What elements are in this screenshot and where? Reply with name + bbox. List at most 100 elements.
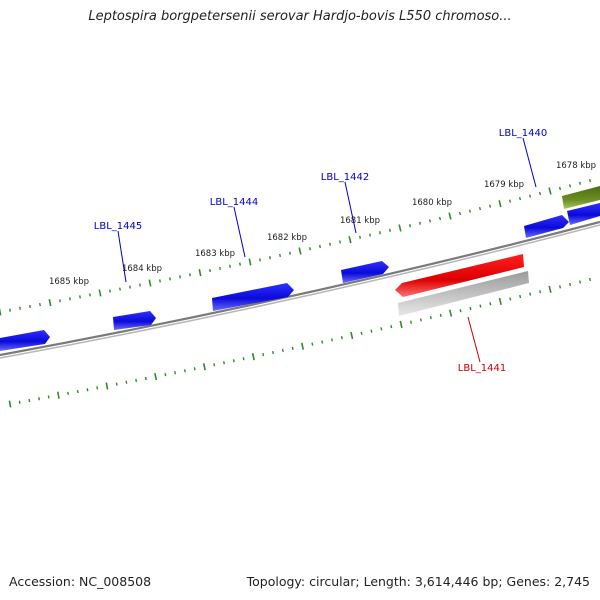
ruler-tick <box>98 289 102 297</box>
ruler-tick <box>18 400 21 404</box>
map-title: Leptospira borgpetersenii serovar Hardjo… <box>88 9 512 24</box>
ruler-tick <box>301 342 304 350</box>
ruler-tick <box>340 336 343 340</box>
ruler-tick <box>419 318 422 322</box>
ruler-tick <box>568 184 572 188</box>
ruler-tick <box>209 268 211 273</box>
ruler-tick <box>559 285 562 289</box>
ruler-tick <box>469 306 472 311</box>
gene-label[interactable]: LBL_1442 <box>321 172 369 183</box>
ruler-tick <box>579 280 582 284</box>
ruler-tick <box>119 287 121 291</box>
ruler-tick-label: 1684 kbp <box>122 264 162 274</box>
gene-arrow[interactable] <box>341 261 389 283</box>
ruler-tick <box>202 363 206 371</box>
ruler-tick <box>508 199 512 203</box>
ruler-tick <box>439 313 442 317</box>
outer-ruler <box>0 179 592 316</box>
ruler-tick <box>398 224 402 232</box>
ruler-tick <box>291 346 294 350</box>
ruler-tick <box>370 329 373 333</box>
gene-leaders <box>117 137 537 363</box>
ruler-tick <box>438 216 442 221</box>
forward-genes <box>0 203 600 351</box>
gene-arrow[interactable] <box>567 203 600 225</box>
gene-label[interactable]: LBL_1441 <box>458 363 506 374</box>
ruler-tick <box>28 398 31 403</box>
gene-arrow[interactable] <box>0 330 50 351</box>
gene-label[interactable]: LBL_1444 <box>210 197 258 208</box>
ruler-tick <box>498 297 502 305</box>
ruler-tick <box>259 258 261 262</box>
other-feature[interactable] <box>562 186 600 209</box>
gene-labels: LBL_1445 LBL_1444 LBL_1442 LBL_1440 LBL_… <box>94 128 547 374</box>
ruler-tick <box>428 219 432 223</box>
ruler-tick <box>19 306 21 310</box>
ruler-tick <box>390 325 393 329</box>
ruler-tick <box>251 353 255 361</box>
ruler-tick-label: 1683 kbp <box>195 249 235 259</box>
ruler-tick <box>242 357 245 361</box>
ruler-tick <box>459 309 462 313</box>
accession-text: Accession: NC_008508 <box>9 574 152 589</box>
gene-label[interactable]: LBL_1445 <box>94 221 142 232</box>
ruler-tick <box>269 256 271 260</box>
ruler-tick <box>38 397 40 401</box>
ruler-tick <box>548 285 552 293</box>
ruler-tick-label: 1682 kbp <box>267 233 307 243</box>
ruler-tick <box>410 320 412 324</box>
ruler-tick <box>96 386 99 390</box>
ruler-tick <box>309 247 311 251</box>
ruler-tick <box>529 292 532 296</box>
ruler-tick <box>239 262 241 266</box>
ruler-tick <box>311 342 314 346</box>
ruler-tick <box>389 228 391 232</box>
ruler-tick <box>57 391 60 399</box>
ruler-tick <box>519 294 522 299</box>
ruler-tick <box>198 269 202 277</box>
ruler-tick <box>223 361 225 365</box>
ruler-tick <box>262 352 265 357</box>
ruler-tick <box>558 186 562 191</box>
ruler-tick <box>79 295 81 299</box>
ruler-tick <box>498 200 502 208</box>
ruler-tick <box>350 331 354 340</box>
ruler-tick <box>9 308 11 312</box>
gene-label[interactable]: LBL_1440 <box>499 128 547 139</box>
ruler-labels: 1685 kbp 1684 kbp 1683 kbp 1682 kbp 1681… <box>49 161 596 287</box>
ruler-tick <box>47 395 50 399</box>
gene-arrow[interactable] <box>398 271 529 316</box>
ruler-tick <box>379 231 381 235</box>
ruler-tick <box>29 304 31 309</box>
inner-ruler <box>8 277 592 408</box>
ruler-tick <box>478 207 482 211</box>
chromosome-backbone <box>0 220 600 359</box>
gene-arrow[interactable] <box>395 254 524 297</box>
ruler-tick <box>289 251 291 255</box>
ruler-tick <box>139 283 141 287</box>
ruler-tick <box>538 191 542 196</box>
ruler-tick <box>164 373 167 377</box>
ruler-tick <box>279 253 281 258</box>
ruler-tick <box>380 327 383 331</box>
ruler-tick <box>369 233 371 237</box>
ruler-tick <box>144 376 147 381</box>
ruler-tick <box>488 204 492 208</box>
ruler-tick-label: 1679 kbp <box>484 180 524 190</box>
ruler-tick <box>449 309 453 317</box>
ruler-tick <box>569 282 572 287</box>
ruler-tick <box>8 400 12 408</box>
ruler-tick <box>154 372 158 381</box>
ruler-tick <box>189 273 191 277</box>
ruler-tick <box>458 211 462 216</box>
ruler-tick <box>67 391 70 395</box>
gene-arrow[interactable] <box>212 283 294 311</box>
gene-arrow[interactable] <box>524 215 569 238</box>
ruler-tick <box>272 350 274 355</box>
ruler-tick <box>89 293 91 297</box>
gene-arrow[interactable] <box>113 311 156 330</box>
ruler-tick <box>248 258 252 266</box>
ruler-tick <box>348 236 352 244</box>
ruler-tick <box>468 209 472 213</box>
